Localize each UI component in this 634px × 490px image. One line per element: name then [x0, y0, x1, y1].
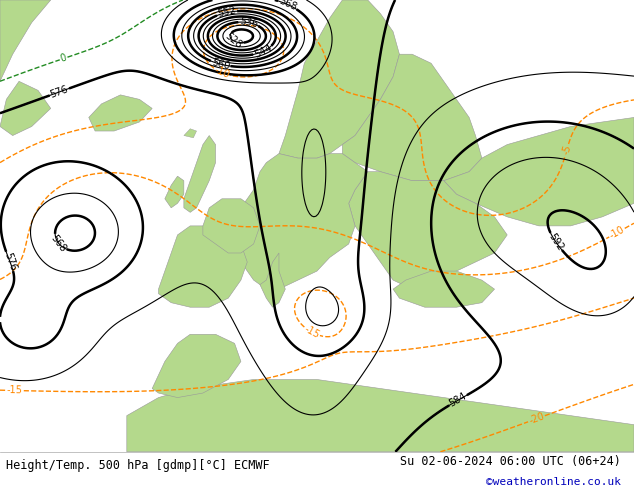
Polygon shape [342, 54, 482, 181]
Text: -5: -5 [560, 144, 573, 156]
Polygon shape [349, 172, 507, 289]
Text: 544: 544 [252, 43, 273, 60]
Text: 576: 576 [2, 251, 18, 272]
Text: 552: 552 [217, 6, 237, 20]
Polygon shape [260, 253, 285, 307]
Text: 568: 568 [49, 233, 68, 254]
Text: 584: 584 [448, 391, 469, 409]
Polygon shape [89, 95, 152, 131]
Text: -15: -15 [302, 324, 321, 340]
Polygon shape [203, 199, 260, 253]
Polygon shape [0, 81, 51, 136]
Polygon shape [165, 176, 184, 208]
Text: Su 02-06-2024 06:00 UTC (06+24): Su 02-06-2024 06:00 UTC (06+24) [401, 455, 621, 468]
Polygon shape [393, 271, 495, 307]
Polygon shape [0, 0, 51, 81]
Text: 560: 560 [210, 57, 231, 72]
Text: -10: -10 [607, 224, 626, 241]
Polygon shape [127, 379, 634, 452]
Text: ©weatheronline.co.uk: ©weatheronline.co.uk [486, 477, 621, 488]
Text: Height/Temp. 500 hPa [gdmp][°C] ECMWF: Height/Temp. 500 hPa [gdmp][°C] ECMWF [6, 459, 270, 472]
Polygon shape [235, 153, 368, 289]
Text: 576: 576 [49, 84, 70, 100]
Polygon shape [184, 136, 216, 212]
Text: 0: 0 [59, 53, 68, 64]
Text: -15: -15 [7, 385, 23, 396]
Polygon shape [444, 118, 634, 226]
Text: 536: 536 [238, 16, 259, 29]
Polygon shape [152, 334, 241, 397]
Polygon shape [279, 0, 399, 158]
Text: -10: -10 [212, 65, 231, 80]
Polygon shape [158, 226, 247, 307]
Text: 592: 592 [547, 231, 565, 252]
Text: 568: 568 [277, 0, 298, 13]
Polygon shape [184, 129, 197, 138]
Text: -20: -20 [527, 411, 546, 426]
Text: 528: 528 [223, 31, 244, 50]
